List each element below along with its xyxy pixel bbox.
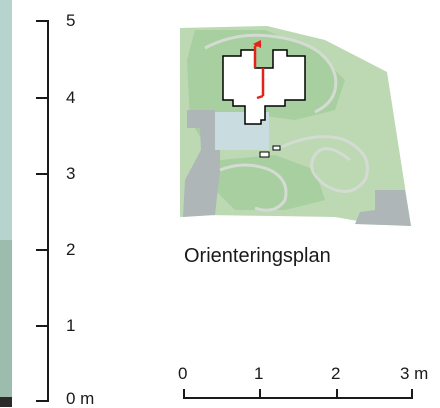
elevation-drawing-edge [0, 0, 12, 407]
section-marker-arrow [253, 40, 261, 48]
vertical-scale-tick [36, 173, 49, 175]
ground-line [0, 397, 12, 407]
vertical-scale-tick [36, 20, 49, 22]
outbuilding [259, 151, 270, 158]
garden-path-loop [274, 135, 369, 193]
vertical-scale-tick [36, 400, 49, 402]
vertical-scale-tick [36, 325, 49, 327]
horizontal-scale-label: 0 [178, 364, 188, 383]
vertical-scale-tick [36, 249, 49, 251]
facade-fill-lower [0, 240, 12, 407]
horizontal-scale-label: 2 [331, 364, 341, 383]
horizontal-scale-axis [183, 397, 413, 399]
entrance-drive [183, 110, 235, 217]
garden-path [204, 33, 338, 114]
vertical-scale-label: 1 [66, 316, 76, 335]
horizontal-scale-label: 1 [254, 364, 264, 383]
horizontal-scale-tick [336, 389, 338, 399]
vertical-scale-tick [36, 97, 49, 99]
section-marker [253, 42, 265, 100]
horizontal-scale-label: 3 m [400, 364, 429, 383]
vertical-scale-label: 3 [66, 164, 76, 183]
vertical-scale-label: 4 [66, 88, 76, 107]
facade-fill-upper [0, 0, 12, 240]
vertical-scale-axis [47, 20, 49, 402]
vertical-scale-label: 2 [66, 240, 76, 259]
vertical-scale-label: 0 m [66, 389, 95, 408]
horizontal-scale-tick [259, 389, 261, 399]
site-plan [180, 26, 411, 226]
plan-caption: Orienteringsplan [184, 245, 331, 267]
south-road [355, 190, 411, 226]
horizontal-scale-tick [411, 389, 413, 399]
lawn-area-south [215, 155, 325, 210]
outbuilding [272, 145, 281, 151]
garden-path-south [219, 163, 288, 212]
vertical-scale-label: 5 [66, 11, 76, 30]
horizontal-scale-tick [183, 389, 185, 399]
